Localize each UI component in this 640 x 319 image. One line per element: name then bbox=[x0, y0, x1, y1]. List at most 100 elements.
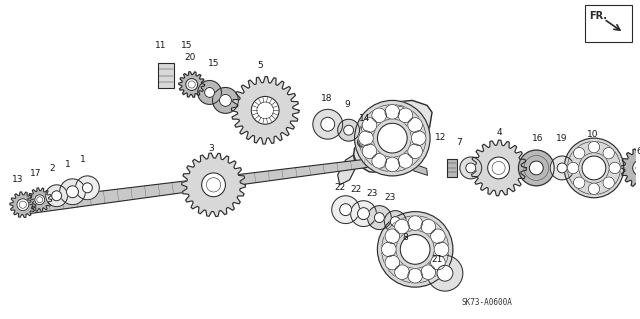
Text: 22: 22 bbox=[334, 183, 346, 192]
Circle shape bbox=[427, 255, 463, 291]
Polygon shape bbox=[10, 192, 36, 218]
Text: 15: 15 bbox=[208, 59, 220, 68]
Text: 20: 20 bbox=[184, 53, 195, 62]
Text: 21: 21 bbox=[431, 255, 443, 264]
Text: 18: 18 bbox=[321, 94, 333, 103]
Circle shape bbox=[466, 163, 476, 173]
Circle shape bbox=[390, 217, 400, 226]
Text: 17: 17 bbox=[30, 169, 42, 178]
Text: 9: 9 bbox=[345, 100, 351, 109]
Circle shape bbox=[83, 183, 92, 193]
Circle shape bbox=[381, 242, 396, 257]
Circle shape bbox=[17, 199, 29, 211]
Circle shape bbox=[385, 255, 399, 270]
Circle shape bbox=[550, 156, 574, 180]
Circle shape bbox=[76, 176, 99, 200]
Text: 1: 1 bbox=[65, 160, 70, 169]
Circle shape bbox=[372, 108, 387, 123]
Circle shape bbox=[582, 156, 606, 180]
Circle shape bbox=[396, 107, 405, 116]
Polygon shape bbox=[471, 140, 526, 196]
Polygon shape bbox=[179, 72, 205, 97]
Circle shape bbox=[220, 94, 232, 106]
Circle shape bbox=[564, 138, 624, 198]
Circle shape bbox=[35, 195, 45, 205]
Circle shape bbox=[358, 137, 367, 147]
Circle shape bbox=[385, 229, 399, 243]
Circle shape bbox=[609, 162, 621, 174]
Circle shape bbox=[351, 201, 376, 226]
Polygon shape bbox=[621, 148, 640, 188]
Text: SK73-A0600A: SK73-A0600A bbox=[461, 298, 512, 307]
Circle shape bbox=[431, 255, 445, 270]
Circle shape bbox=[67, 186, 79, 198]
Circle shape bbox=[395, 265, 410, 279]
Text: 11: 11 bbox=[155, 41, 166, 50]
Circle shape bbox=[362, 123, 371, 133]
Circle shape bbox=[212, 87, 238, 113]
Circle shape bbox=[408, 118, 422, 132]
Circle shape bbox=[313, 109, 342, 139]
Circle shape bbox=[344, 125, 353, 135]
Circle shape bbox=[374, 213, 385, 223]
Circle shape bbox=[573, 147, 585, 159]
Text: FR.: FR. bbox=[589, 11, 607, 21]
Circle shape bbox=[340, 204, 351, 216]
FancyBboxPatch shape bbox=[158, 63, 174, 88]
Circle shape bbox=[385, 157, 399, 172]
Text: 16: 16 bbox=[532, 134, 543, 143]
Circle shape bbox=[588, 183, 600, 195]
Circle shape bbox=[421, 265, 436, 279]
Circle shape bbox=[434, 242, 449, 257]
Circle shape bbox=[205, 87, 214, 97]
Text: 15: 15 bbox=[181, 41, 193, 50]
Circle shape bbox=[588, 141, 600, 153]
Text: 7: 7 bbox=[456, 137, 461, 147]
Text: 13: 13 bbox=[12, 175, 24, 184]
Circle shape bbox=[557, 163, 567, 173]
Circle shape bbox=[202, 173, 225, 197]
Circle shape bbox=[431, 229, 445, 243]
Circle shape bbox=[437, 265, 453, 281]
Circle shape bbox=[338, 119, 360, 141]
Circle shape bbox=[372, 154, 387, 168]
Circle shape bbox=[385, 211, 406, 233]
Circle shape bbox=[603, 177, 614, 189]
Circle shape bbox=[573, 177, 585, 189]
Circle shape bbox=[408, 216, 422, 230]
Text: 1: 1 bbox=[79, 155, 85, 165]
Circle shape bbox=[321, 117, 335, 131]
Circle shape bbox=[198, 80, 221, 104]
Text: 2: 2 bbox=[50, 164, 56, 174]
Circle shape bbox=[412, 131, 426, 145]
Circle shape bbox=[358, 208, 369, 219]
Circle shape bbox=[367, 206, 391, 229]
Circle shape bbox=[378, 211, 453, 287]
Circle shape bbox=[408, 144, 422, 159]
Circle shape bbox=[412, 146, 422, 156]
Text: 23: 23 bbox=[367, 189, 378, 198]
Circle shape bbox=[252, 96, 279, 124]
Circle shape bbox=[421, 219, 436, 234]
FancyBboxPatch shape bbox=[585, 5, 632, 42]
Circle shape bbox=[60, 179, 85, 205]
Polygon shape bbox=[21, 156, 393, 215]
Circle shape bbox=[186, 78, 198, 91]
Text: 10: 10 bbox=[587, 130, 598, 139]
Circle shape bbox=[355, 100, 430, 176]
Circle shape bbox=[358, 131, 373, 145]
Polygon shape bbox=[232, 77, 299, 144]
Circle shape bbox=[567, 162, 579, 174]
Text: 3: 3 bbox=[209, 144, 214, 152]
Circle shape bbox=[395, 219, 410, 234]
Circle shape bbox=[52, 191, 61, 201]
Text: 22: 22 bbox=[350, 185, 361, 194]
Circle shape bbox=[400, 234, 430, 264]
Circle shape bbox=[378, 123, 407, 153]
Circle shape bbox=[518, 150, 554, 186]
Text: 4: 4 bbox=[497, 128, 502, 137]
Circle shape bbox=[398, 108, 413, 123]
Polygon shape bbox=[28, 188, 52, 211]
Text: 19: 19 bbox=[556, 134, 568, 143]
Circle shape bbox=[408, 268, 422, 283]
